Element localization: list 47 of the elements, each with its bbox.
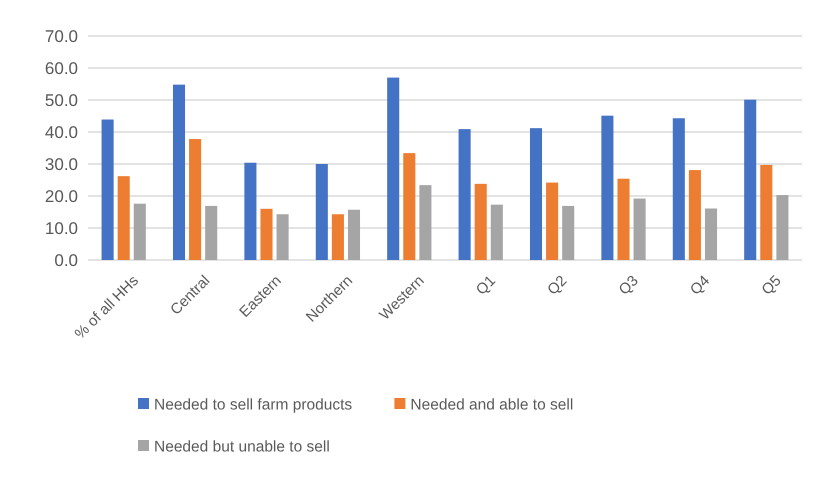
bar bbox=[387, 78, 400, 260]
x-tick-label: Q4 bbox=[686, 272, 714, 298]
x-tick-label: Q3 bbox=[616, 272, 642, 298]
legend-label: Needed and able to sell bbox=[410, 396, 574, 414]
y-tick-label: 0.0 bbox=[54, 250, 78, 270]
bar bbox=[760, 164, 772, 260]
bar bbox=[172, 84, 186, 260]
bar bbox=[458, 129, 471, 260]
bar bbox=[102, 120, 114, 260]
bar bbox=[490, 204, 503, 260]
bar bbox=[276, 214, 289, 260]
y-tick-label: 40.0 bbox=[44, 122, 78, 142]
y-tick-label: 10.0 bbox=[44, 218, 78, 238]
y-tick-label: 60.0 bbox=[44, 58, 78, 78]
y-tick-label: 30.0 bbox=[44, 154, 78, 174]
x-tick-label: % of all HHs bbox=[72, 272, 142, 343]
bar bbox=[118, 176, 130, 260]
bar bbox=[672, 118, 685, 260]
bar bbox=[688, 170, 701, 260]
bar bbox=[530, 128, 542, 260]
bar bbox=[189, 139, 202, 260]
bar bbox=[776, 195, 788, 260]
x-tick-label: Q5 bbox=[758, 272, 785, 298]
bar bbox=[260, 208, 273, 260]
bar bbox=[744, 100, 756, 260]
x-tick-label: Q1 bbox=[472, 272, 499, 298]
bar bbox=[601, 116, 614, 260]
x-tick-label: Q2 bbox=[544, 272, 570, 298]
y-tick-label: 50.0 bbox=[44, 90, 78, 110]
legend-label: Needed to sell farm products bbox=[154, 396, 352, 414]
bar bbox=[205, 206, 218, 260]
bar bbox=[546, 182, 558, 260]
bar bbox=[634, 198, 646, 260]
bar bbox=[332, 214, 344, 260]
bar bbox=[617, 178, 630, 260]
bar bbox=[403, 153, 416, 260]
bar bbox=[419, 185, 432, 260]
bar bbox=[562, 206, 574, 260]
legend-label: Needed but unable to sell bbox=[154, 438, 330, 456]
bar bbox=[244, 162, 256, 260]
bar bbox=[704, 208, 718, 260]
y-tick-label: 20.0 bbox=[44, 186, 78, 206]
bar bbox=[134, 204, 146, 260]
bar bbox=[474, 184, 487, 260]
bar bbox=[316, 164, 328, 260]
y-tick-label: 70.0 bbox=[44, 26, 78, 46]
bar bbox=[348, 210, 360, 260]
